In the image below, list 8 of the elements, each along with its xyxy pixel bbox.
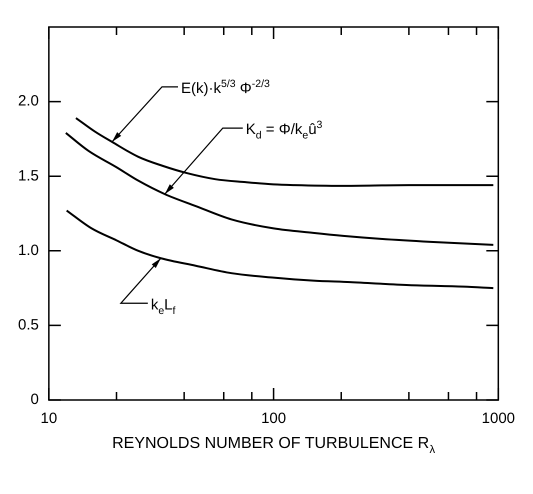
y-tick-label: 0.5	[18, 316, 39, 334]
y-tick-label: 2.0	[18, 92, 39, 110]
x-tick-label: 10	[40, 410, 58, 428]
y-tick-label: 1.5	[18, 167, 39, 184]
x-tick-label: 1000	[482, 410, 516, 428]
y-tick-label: 0	[30, 391, 39, 408]
x-tick-label: 100	[261, 410, 286, 428]
y-tick-label: 1.0	[18, 242, 39, 259]
